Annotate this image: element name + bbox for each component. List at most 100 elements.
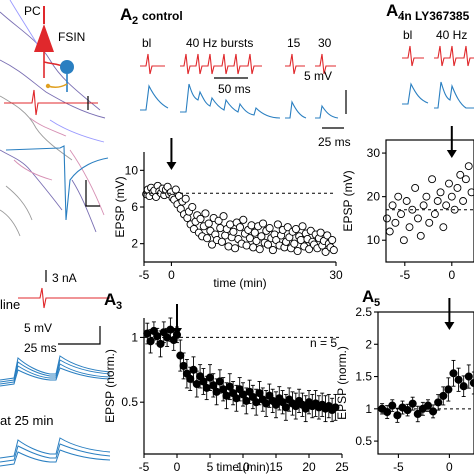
a3-xtick-label: 5 [207,460,214,474]
a4-trace-label-40hz: 40 Hz [436,28,467,42]
a4-data-point [428,175,437,184]
a3-xtick-label: 25 [335,460,349,474]
panel-a2-title: control [142,9,183,23]
a4-ytick-label: 20 [367,190,381,204]
a5-data-point [388,401,397,410]
a5-arrow-head [444,322,455,330]
left-action-potential-traces [4,89,109,221]
panel-a2-current-traces [140,53,336,75]
panel-a4-traces [402,45,474,109]
a4-data-point [411,183,420,192]
a5-data-point [454,375,463,384]
a2-data-point [196,214,205,223]
fsin-neuron-icon [60,60,74,74]
a5-data-point [393,411,402,420]
a4-data-point [433,197,442,205]
a5-data-point [383,407,392,417]
a2-data-point [224,242,233,251]
a5-ytick-label: 2.5 [355,305,372,319]
a2-data-point [329,246,338,255]
a2-data-point [255,245,264,254]
a4-data-point [399,236,408,245]
pc-fsin-schematic: PC FSIN [24,4,85,92]
a4-data-point [416,231,425,240]
a5-data-point [403,406,412,415]
a5-ytick-label: 1 [365,402,372,416]
a2-data-point [201,209,210,218]
a4-data-point [394,192,403,201]
a3-data-point [331,403,340,412]
a4-ylabel: EPSP (mV) [341,170,355,231]
a5-data-point [434,398,443,407]
scale-v-label: 5 mV [24,321,52,335]
a3-xtick-label: 0 [174,460,181,474]
trace-label-40hz: 40 Hz bursts [186,36,253,50]
a4-data-point [405,223,414,232]
a2-data-point [239,215,248,224]
a3-xtick-label: 20 [302,460,316,474]
a4-ytick-label: 10 [367,233,381,247]
a2-data-point [252,236,261,245]
pc-label: PC [24,4,41,18]
a4-data-point [445,179,453,188]
a2-data-point [273,220,282,229]
a2-xtick-label: 0 [168,268,175,282]
a2-data-point [305,245,314,254]
a5-data-point [464,372,473,381]
a2-scale-v: 5 mV [304,69,332,83]
a3-data-point [156,339,165,348]
a2-data-point [283,223,292,232]
a4-data-point [456,170,465,179]
a2-data-point [226,220,235,229]
a2-xtick-label: -5 [139,268,150,282]
panel-a3-subscript: 3 [116,300,122,312]
a2-data-point [214,216,223,225]
a2-xtick-label: 30 [329,268,343,282]
a2-data-point [231,244,240,253]
a5-ytick-label: 0.5 [355,434,372,448]
a2-arrow-head [166,162,177,170]
panel-a4-header: A 4 in LY367385 bl 40 Hz [386,1,470,42]
a4-arrow-head [446,150,457,158]
a4-xtick-label: 0 [448,268,455,282]
a2-data-point [204,219,213,228]
panel-a2-letter: A [120,5,132,24]
a3-data-point [179,361,188,370]
panel-a2-epsp-traces [140,83,339,119]
a5-data-points [378,359,474,423]
a2-data-point [291,224,301,234]
a2-ytick-label: 2 [131,237,138,251]
neuron-dendrites [0,0,106,237]
a2-ytick-label: 10 [125,163,139,177]
a5-data-point [439,391,448,400]
a4-data-point [425,218,434,227]
fsin-label: FSIN [58,30,85,44]
a4-trace-label-bl: bl [403,28,412,42]
a2-data-point [219,212,228,221]
a3-xtick-label: 15 [269,460,283,474]
a4-data-point [382,214,391,223]
a3-data-point [222,391,231,400]
a4-data-point [419,201,428,210]
a4-data-point [391,218,400,227]
a2-data-point [235,223,245,232]
chart-a3: 0.5 1 -5 0 5 10 15 20 25 EPSP (norm.) time (min) [103,304,349,474]
pc-neuron-icon [34,24,54,52]
a3-ytick-label: 1 [131,330,138,344]
a4-data-point [436,188,445,197]
a4-data-point [422,192,431,201]
baseline-label: line [0,297,20,312]
a2-data-points [142,181,338,256]
a4-axes-box [385,139,474,263]
a4-data-point [397,210,405,219]
a2-data-point [188,202,197,212]
a4-data-point [402,197,411,205]
a3-ytick-label: 0.5 [121,395,138,409]
a4-data-point [385,227,394,236]
a3-xlabel: time (min) [216,460,269,474]
a3-data-point [186,374,195,383]
a4-data-point [459,197,468,205]
a4-data-point [447,192,456,201]
trace-label-15: 15 [287,36,301,50]
a3-data-point [262,399,271,408]
